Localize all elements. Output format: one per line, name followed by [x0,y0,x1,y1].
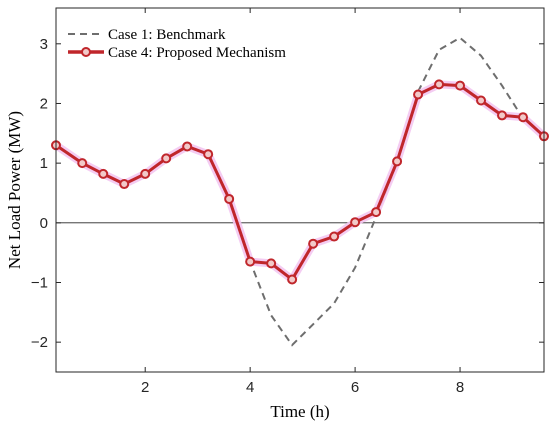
data-point-proposed [287,274,298,285]
data-point-proposed [413,89,424,100]
y-tick-label: −1 [31,274,48,291]
x-tick-label: 8 [456,379,464,396]
data-point-proposed [224,193,235,204]
data-point-proposed [392,156,403,167]
x-axis-title: Time (h) [270,402,329,421]
x-tick-label: 4 [246,379,254,396]
legend-marker-proposed [81,47,91,57]
y-tick-label: 1 [40,155,48,172]
data-point-proposed [98,168,109,179]
data-point-proposed [497,110,508,121]
legend: Case 1: Benchmark Case 4: Proposed Mecha… [68,27,286,61]
plot-area [56,8,544,372]
y-tick-label: 3 [40,36,48,53]
data-point-proposed [119,179,130,190]
x-tick-label: 2 [141,379,149,396]
plot-border [55,7,545,373]
y-tick-label: −2 [31,334,48,351]
data-point-proposed [77,158,88,169]
data-point-proposed [476,95,487,106]
data-point-proposed [140,168,151,179]
y-axis-title: Net Load Power (MW) [5,111,24,269]
data-point-proposed [518,112,529,123]
data-point-proposed [329,231,340,242]
data-point-proposed [266,258,277,269]
data-point-proposed [245,256,256,267]
y-tick-label: 0 [40,215,48,232]
data-point-proposed [203,149,214,160]
legend-label-benchmark: Case 1: Benchmark [108,27,226,43]
data-point-proposed [455,80,466,91]
data-point-proposed [350,217,361,228]
x-tick-label: 6 [351,379,359,396]
y-tick-label: 2 [40,95,48,112]
data-point-proposed [371,207,382,218]
legend-label-proposed: Case 4: Proposed Mechanism [108,45,286,61]
data-point-proposed [308,238,319,249]
data-point-proposed [161,153,172,164]
data-point-proposed [182,141,193,152]
data-point-proposed [434,79,445,90]
